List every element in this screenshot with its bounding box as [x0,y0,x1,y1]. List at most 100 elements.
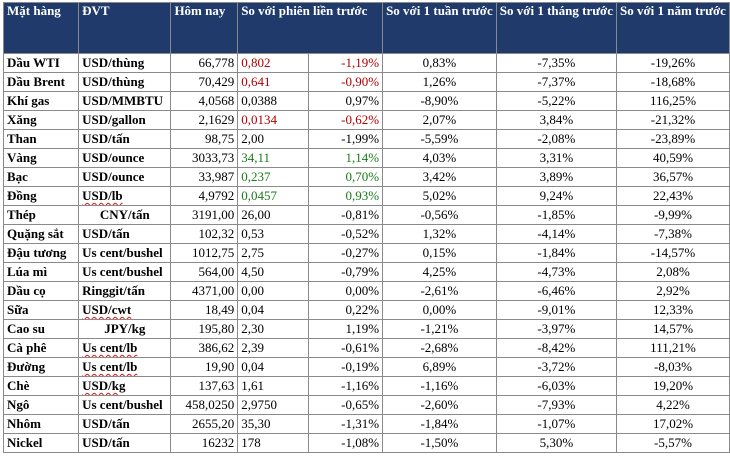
unit-cell: Us cent/bushel [78,243,172,263]
change-1-year-cell: -14,57% [615,243,730,263]
change-value-cell: 0,04 [237,357,310,377]
today-price-cell: 33,987 [170,167,239,187]
change-1-month-cell: -7,93% [495,395,617,415]
change-1-year-cell: -8,03% [615,357,730,377]
change-1-year-cell: -23,89% [615,129,730,149]
commodity-name-cell: Chè [2,376,80,396]
today-price-cell: 1012,75 [170,243,239,263]
unit-cell: JPY/kg [78,319,172,339]
unit-cell: USD/thùng [78,72,172,92]
header-vs-1-year: So với 1 năm trước [615,2,730,54]
unit-cell: USD/lb [78,186,172,206]
unit-text: Us cent/lb [82,359,138,374]
change-1-month-cell: -7,37% [495,72,617,92]
change-1-year-cell: -9,99% [615,205,730,225]
unit-text: USD/cwt [82,302,132,317]
unit-cell: USD/MMBTU [78,91,172,111]
unit-cell: Us cent/lb [78,338,172,358]
change-1-week-cell: 1,26% [382,72,497,92]
unit-cell: Us cent/bushel [78,262,172,282]
today-price-cell: 3033,73 [170,148,239,168]
table-row: Bạc USD/ounce 33,987 0,237 0,70% 3,42% 3,89% 36… [2,167,730,187]
change-value-cell: 0,0457 [237,186,310,206]
change-1-month-cell: 5,30% [495,433,617,453]
change-value-cell: 178 [237,433,310,453]
change-1-week-cell: -5,59% [382,129,497,149]
change-1-year-cell: 40,59% [615,148,730,168]
today-price-cell: 4371,00 [170,281,239,301]
table-row: Đồng USD/lb 4,9792 0,0457 0,93% 5,02% 9,24% 22,… [2,186,730,206]
change-value-cell: 0,802 [237,53,310,73]
commodity-name-cell: Nhôm [2,414,80,434]
table-header: Mặt hàng ĐVT Hôm nay So với phiên liền t… [2,2,730,54]
change-value-cell: 2,39 [237,338,310,358]
change-percent-cell: -0,61% [308,338,384,358]
commodity-name-cell: Đường [2,357,80,377]
today-price-cell: 102,32 [170,224,239,244]
unit-cell: USD/tấn [78,129,172,149]
table-row: Quặng sắt USD/tấn 102,32 0,53 -0,52% 1,32% -4,… [2,224,730,244]
table-row: Đường Us cent/lb 19,90 0,04 -0,19% 6,89% -3,72… [2,357,730,377]
change-1-week-cell: 2,07% [382,110,497,130]
commodity-table-container: Mặt hàng ĐVT Hôm nay So với phiên liền t… [2,2,730,453]
today-price-cell: 66,778 [170,53,239,73]
change-1-month-cell: -3,97% [495,319,617,339]
change-1-year-cell: 2,08% [615,262,730,282]
change-value-cell: 0,0134 [237,110,310,130]
commodity-name-cell: Đậu tương [2,243,80,263]
change-1-week-cell: -1,16% [382,376,497,396]
change-1-month-cell: -6,46% [495,281,617,301]
table-row: Vàng USD/ounce 3033,73 34,11 1,14% 4,03% 3,31%… [2,148,730,168]
unit-text: USD/lb [82,188,123,203]
change-percent-cell: -1,08% [308,433,384,453]
table-row: Chè USD/kg 137,63 1,61 -1,16% -1,16% -6,03% 19,… [2,376,730,396]
change-1-year-cell: 22,43% [615,186,730,206]
change-1-week-cell: 0,00% [382,300,497,320]
commodity-name-cell: Thép [2,205,80,225]
unit-text: Us cent/lb [82,340,138,355]
unit-cell: USD/gallon [78,110,172,130]
change-percent-cell: -0,19% [308,357,384,377]
change-1-week-cell: 0,83% [382,53,497,73]
change-1-week-cell: 1,32% [382,224,497,244]
header-commodity: Mặt hàng [2,2,80,54]
change-1-week-cell: 5,02% [382,186,497,206]
today-price-cell: 4,0568 [170,91,239,111]
today-price-cell: 386,62 [170,338,239,358]
change-percent-cell: -0,90% [308,72,384,92]
commodity-name-cell: Vàng [2,148,80,168]
change-1-week-cell: 6,89% [382,357,497,377]
change-1-week-cell: 4,03% [382,148,497,168]
change-1-year-cell: 111,21% [615,338,730,358]
commodity-name-cell: Cà phê [2,338,80,358]
change-1-year-cell: 17,02% [615,414,730,434]
today-price-cell: 564,00 [170,262,239,282]
table-row: Cà phê Us cent/lb 386,62 2,39 -0,61% -2,68% -8… [2,338,730,358]
change-percent-cell: -0,52% [308,224,384,244]
change-1-month-cell: 3,84% [495,110,617,130]
header-vs-prev-session: So với phiên liền trước [237,2,384,54]
header-unit: ĐVT [78,2,172,54]
change-percent-cell: 0,97% [308,91,384,111]
commodity-name-cell: Bạc [2,167,80,187]
change-percent-cell: 0,70% [308,167,384,187]
change-1-month-cell: 3,31% [495,148,617,168]
change-percent-cell: 0,22% [308,300,384,320]
change-1-week-cell: -8,90% [382,91,497,111]
change-1-year-cell: 116,25% [615,91,730,111]
change-percent-cell: 1,14% [308,148,384,168]
change-1-year-cell: -5,57% [615,433,730,453]
change-1-week-cell: -2,68% [382,338,497,358]
change-1-month-cell: -2,08% [495,129,617,149]
change-value-cell: 0,00 [237,281,310,301]
change-1-year-cell: -7,38% [615,224,730,244]
change-percent-cell: -1,19% [308,53,384,73]
commodity-name-cell: Sữa [2,300,80,320]
table-row: Khí gas USD/MMBTU 4,0568 0,0388 0,97% -8,90% -… [2,91,730,111]
table-row: Đậu tương Us cent/bushel 1012,75 2,75 -0,27%… [2,243,730,263]
header-today: Hôm nay [170,2,239,54]
change-1-month-cell: -7,35% [495,53,617,73]
change-1-month-cell: -9,01% [495,300,617,320]
header-vs-1-week: So với 1 tuần trước [382,2,497,54]
change-1-month-cell: 3,89% [495,167,617,187]
